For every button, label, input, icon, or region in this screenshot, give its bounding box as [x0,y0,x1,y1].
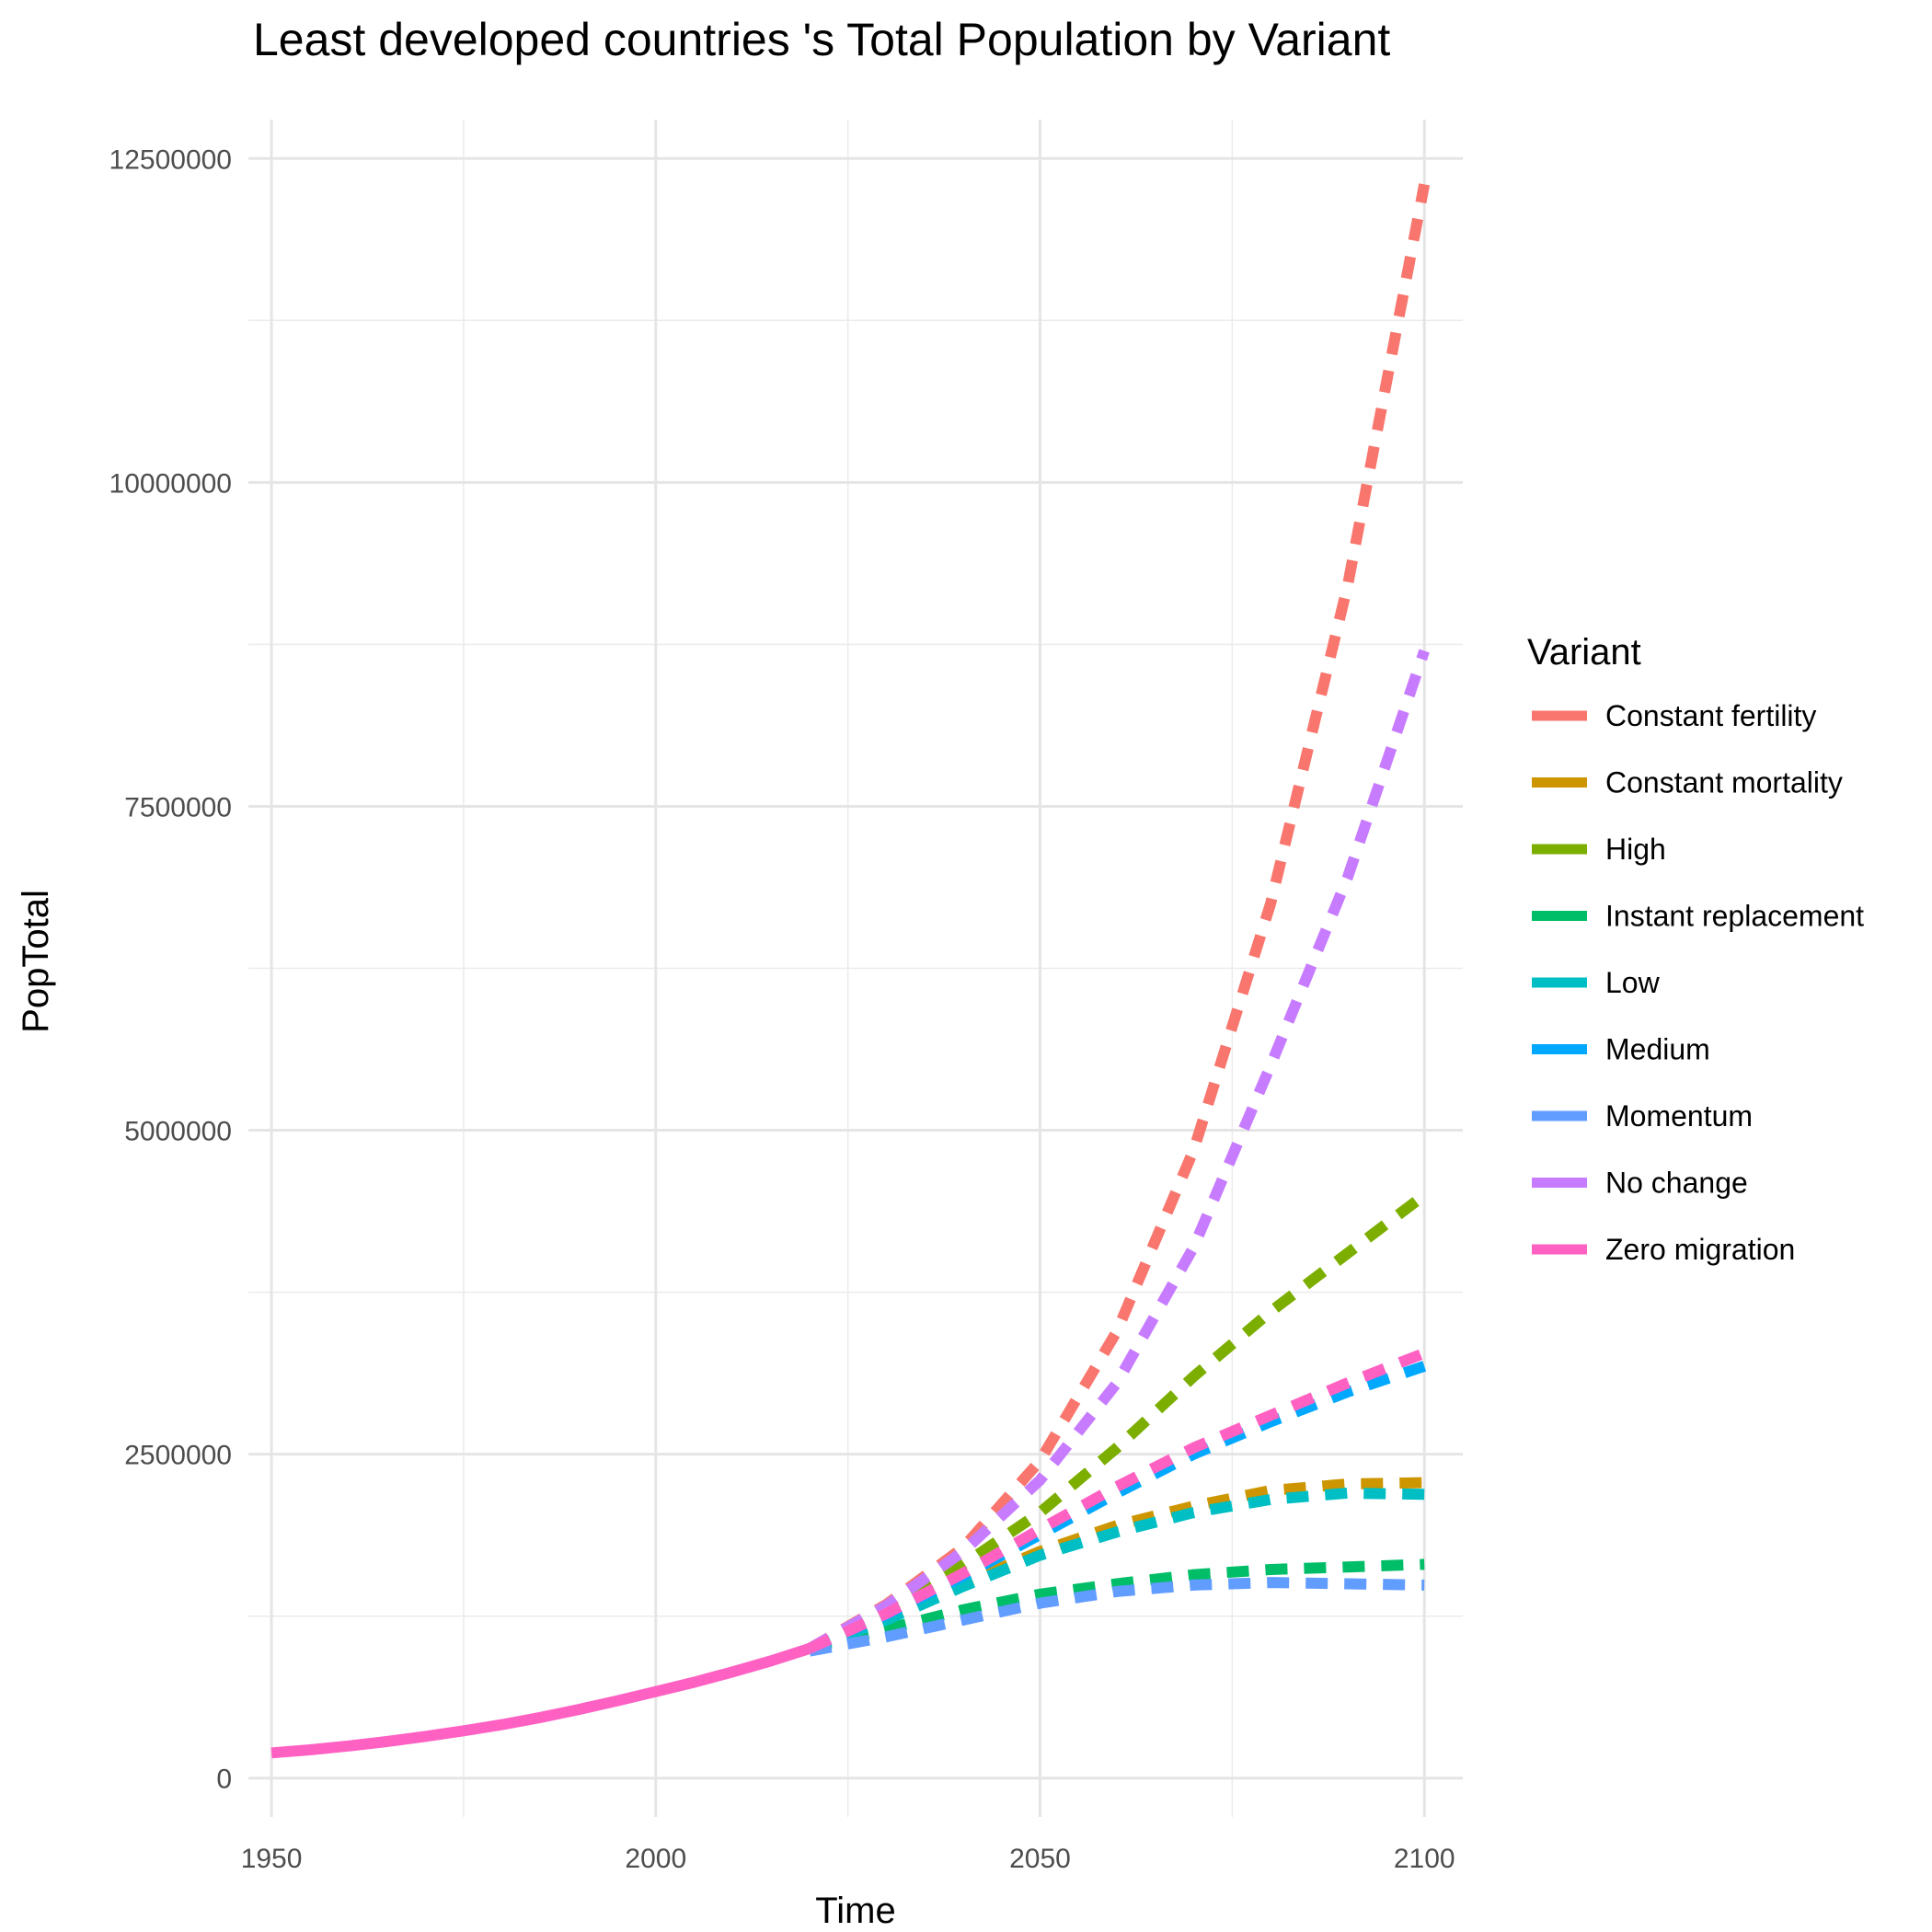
series-line [808,1577,1425,1657]
legend-label: Instant replacement [1605,900,1864,933]
legend: Variant Constant fertility Constant morta… [1527,632,1864,1266]
minor-gridlines [248,120,1463,1817]
series-line [807,1361,1427,1654]
y-tick-label: 2500000 [124,1441,232,1471]
chart-title: Least developed countries 's Total Popul… [253,14,1390,65]
x-tick-label: 2100 [1394,1844,1455,1874]
legend-items: Constant fertility Constant mortality High… [1532,699,1864,1266]
y-tick-label: 12500000 [109,144,232,175]
x-axis-title: Time [815,1891,895,1931]
x-tick-label: 2050 [1009,1844,1071,1874]
series-line [806,649,1430,1654]
legend-label: Momentum [1605,1099,1753,1133]
y-tick-label: 5000000 [124,1117,232,1147]
legend-label: Low [1605,966,1661,999]
historical-line [270,1643,811,1759]
legend-label: High [1605,833,1666,866]
y-tick-label: 7500000 [124,792,232,822]
series-layer [270,183,1431,1759]
legend-label: Medium [1605,1033,1710,1066]
legend-label: No change [1605,1167,1748,1200]
series-line [807,1190,1428,1654]
y-axis-title: PopTotal [16,890,56,1033]
legend-label: Constant fertility [1605,699,1816,732]
x-tick-labels: 1950 2000 2050 2100 [241,1844,1455,1874]
y-tick-label: 10000000 [109,468,232,499]
y-tick-label: 0 [216,1765,232,1795]
legend-title: Variant [1527,632,1641,673]
y-tick-labels: 0 2500000 5000000 7500000 10000000 12500000 [109,144,232,1794]
x-tick-label: 1950 [241,1844,303,1874]
x-tick-label: 2000 [625,1844,686,1874]
legend-label: Constant mortality [1605,766,1843,799]
major-gridlines [248,120,1463,1817]
series-line [807,1487,1425,1654]
legend-label: Zero migration [1605,1233,1795,1266]
series-line [806,183,1431,1654]
series-line [808,1558,1425,1654]
